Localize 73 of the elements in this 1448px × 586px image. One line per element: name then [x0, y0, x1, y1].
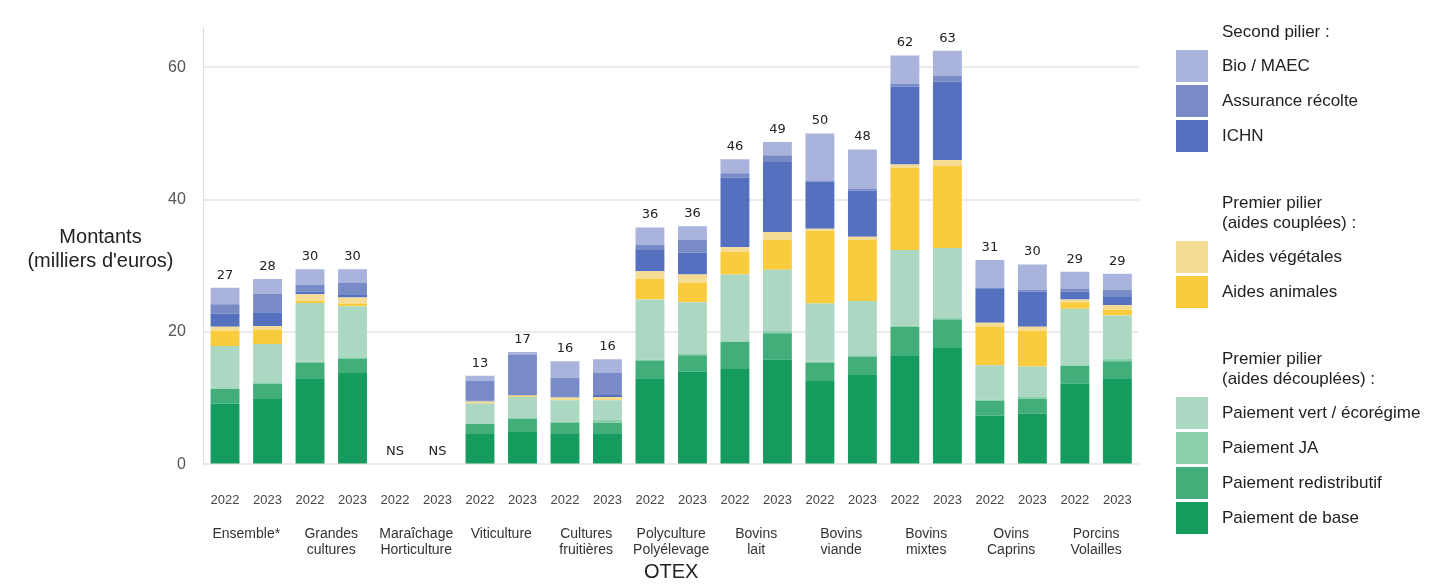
x-tick-label: 2022 [720, 491, 750, 507]
y-tick-label: 40 [168, 190, 186, 208]
x-tick-label: 2023 [847, 491, 877, 507]
y-tick-label: 60 [168, 57, 186, 75]
x-tick-label: 2022 [295, 491, 325, 507]
total-label: 62 [896, 34, 914, 50]
x-tick-label: 2023 [762, 491, 792, 507]
x-tick-label: 2023 [508, 491, 537, 507]
text: NS [428, 443, 447, 459]
legend-label: Paiement vert / écorégime [1222, 402, 1421, 423]
x-tick-label: 2022 [975, 491, 1005, 507]
x-tick-label: 2023 [1017, 491, 1047, 507]
total-label: 30 [344, 248, 361, 264]
total-label: 36 [641, 206, 659, 222]
x-axis-title: OTEX [643, 559, 699, 582]
text: Viticulture [470, 524, 533, 541]
total-label: 63 [939, 29, 956, 45]
x-tick-label: 2022 [380, 491, 410, 507]
text: Cultures fruitières [559, 524, 614, 557]
text: Grandes cultures [304, 524, 359, 557]
text: Premier pilier (aides découplées) : [1222, 349, 1377, 389]
x-tick-label: 2023 [253, 491, 282, 507]
total-label: 50 [811, 112, 829, 128]
legend-label: Paiement redistributif [1222, 472, 1382, 493]
y-tick-label: 20 [168, 322, 186, 340]
x-tick-label: 2022 [210, 491, 240, 507]
total-label: 27 [216, 266, 234, 282]
text: Premier pilier (aides couplées) : [1222, 193, 1358, 233]
total-label: 29 [1066, 250, 1084, 266]
x-tick-label: 2022 [1060, 491, 1090, 507]
total-label: 16 [599, 338, 616, 354]
text: Porcins Volailles [1070, 524, 1122, 557]
text: Bovins lait [735, 524, 778, 557]
legend-label: Paiement de base [1222, 507, 1360, 528]
legend-label: Bio / MAEC [1222, 55, 1310, 76]
total-label: 30 [301, 248, 319, 264]
x-tick-label: 2022 [635, 491, 665, 507]
total-label: 31 [981, 238, 999, 254]
total-label: 13 [471, 354, 489, 370]
text: Second pilier : [1222, 22, 1331, 42]
text: Bovins mixtes [905, 524, 948, 557]
x-tick-label: 2022 [465, 491, 495, 507]
text: Polyculture Polyélevage [633, 524, 710, 557]
x-tick-label: 2023 [677, 491, 707, 507]
legend-label: Assurance récolte [1222, 90, 1359, 111]
total-label: 48 [854, 128, 871, 144]
x-tick-label: 2022 [890, 491, 920, 507]
legend-label: Aides animales [1222, 281, 1338, 302]
x-tick-label: 2023 [338, 491, 367, 507]
total-label: 36 [684, 205, 701, 221]
text: Maraîchage Horticulture [379, 524, 454, 557]
total-label: 16 [556, 340, 574, 356]
total-label: 46 [726, 138, 744, 154]
legend-label: ICHN [1222, 125, 1264, 146]
x-tick-label: 2022 [550, 491, 580, 507]
x-tick-label: 2022 [805, 491, 835, 507]
total-label: 49 [769, 120, 786, 136]
legend-label: Paiement JA [1222, 437, 1319, 458]
y-tick-label: 0 [176, 454, 186, 472]
text: Ovins Caprins [987, 524, 1036, 557]
y-axis-title: Montants (milliers d'euros) [26, 224, 175, 272]
text: Ensemble* [212, 524, 281, 541]
x-tick-label: 2023 [932, 491, 962, 507]
total-label: 17 [514, 330, 531, 346]
x-tick-label: 2023 [1102, 491, 1132, 507]
total-label: 28 [259, 257, 276, 273]
text: NS [386, 443, 404, 459]
legend-label: Aides végétales [1222, 246, 1343, 267]
x-tick-label: 2023 [593, 491, 622, 507]
total-label: 29 [1109, 252, 1126, 268]
x-tick-label: 2023 [423, 491, 452, 507]
text: Bovins viande [820, 524, 863, 557]
total-label: 30 [1024, 243, 1041, 259]
